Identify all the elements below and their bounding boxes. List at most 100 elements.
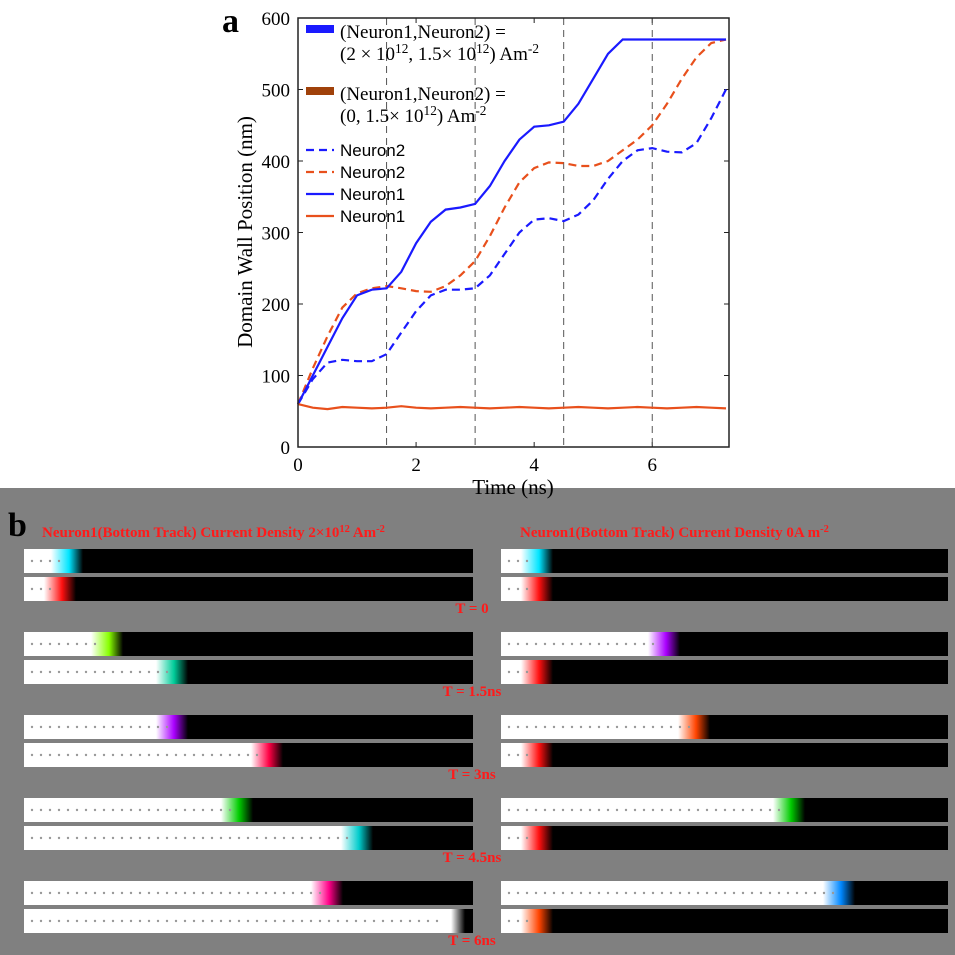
text-segment: (2 × 10: [340, 44, 395, 65]
spin-arrow: [633, 642, 637, 646]
panel-label: a: [222, 3, 239, 40]
spin-arrow: [174, 836, 178, 840]
spin-arrow: [165, 836, 169, 840]
spin-arrow: [120, 670, 124, 674]
time-label: T = 4.5ns: [443, 850, 502, 866]
spin-arrow: [129, 808, 133, 812]
spin-arrow: [93, 725, 97, 729]
text-segment: (0, 1.5× 10: [340, 106, 424, 127]
text-segment: (Neuron1,Neuron2) =: [340, 84, 506, 105]
spin-arrow: [741, 808, 745, 812]
spin-arrow: [507, 919, 511, 923]
spin-arrow: [516, 836, 520, 840]
spin-arrow: [660, 725, 664, 729]
spin-arrow: [138, 753, 142, 757]
spin-arrow: [75, 891, 79, 895]
spin-arrow: [30, 808, 34, 812]
y-tick-label: 500: [262, 81, 291, 102]
legend-label: Neuron2: [340, 141, 405, 160]
spin-arrow: [570, 725, 574, 729]
spin-arrow: [48, 808, 52, 812]
spin-arrow: [183, 753, 187, 757]
spin-arrow: [57, 642, 61, 646]
spin-arrow: [597, 808, 601, 812]
spin-arrow: [156, 891, 160, 895]
spin-arrow: [183, 808, 187, 812]
track-image: [501, 549, 948, 573]
legend-label: Neuron1: [340, 207, 405, 226]
spin-arrow: [534, 891, 538, 895]
spin-arrow: [66, 753, 70, 757]
spin-arrow: [201, 808, 205, 812]
spin-arrow: [39, 891, 43, 895]
spin-arrow: [93, 891, 97, 895]
spin-arrow: [201, 753, 205, 757]
spin-arrow: [687, 891, 691, 895]
spin-arrow: [102, 891, 106, 895]
spin-arrow: [228, 808, 232, 812]
spin-arrow: [192, 891, 196, 895]
spin-arrow: [264, 836, 268, 840]
legend-swatch: [306, 25, 334, 33]
spin-arrow: [93, 753, 97, 757]
spin-arrow: [129, 836, 133, 840]
spin-arrow: [750, 891, 754, 895]
spin-arrow: [39, 836, 43, 840]
spin-arrow: [57, 725, 61, 729]
spin-arrow: [111, 919, 115, 923]
spin-arrow: [660, 891, 664, 895]
spin-arrow: [525, 891, 529, 895]
spin-arrow: [156, 919, 160, 923]
legend-label: (2 × 1012, 1.5× 1012) Am-2: [340, 41, 539, 66]
spin-arrow: [147, 919, 151, 923]
spin-arrow: [84, 670, 88, 674]
spin-arrow: [174, 919, 178, 923]
spin-arrow: [273, 836, 277, 840]
spin-arrow: [507, 587, 511, 591]
spin-arrow: [30, 642, 34, 646]
text-segment: ) Am: [437, 106, 476, 127]
spin-arrow: [435, 919, 439, 923]
track-image: [24, 715, 473, 739]
spin-arrow: [768, 891, 772, 895]
spin-arrow: [237, 891, 241, 895]
spin-arrow: [831, 891, 835, 895]
spin-arrow: [741, 891, 745, 895]
spin-arrow: [543, 725, 547, 729]
spin-arrow: [165, 808, 169, 812]
superscript: 12: [476, 41, 489, 56]
spin-arrow: [129, 919, 133, 923]
y-tick-label: 600: [262, 9, 291, 30]
y-tick-label: 400: [262, 152, 291, 173]
spin-arrow: [678, 891, 682, 895]
spin-arrow: [111, 753, 115, 757]
spin-arrow: [147, 725, 151, 729]
spin-arrow: [525, 670, 529, 674]
spin-arrow: [750, 808, 754, 812]
spin-arrow: [165, 753, 169, 757]
y-tick-label: 0: [281, 438, 291, 459]
superscript: -2: [820, 524, 829, 535]
spin-arrow: [48, 753, 52, 757]
spin-arrow: [543, 642, 547, 646]
spin-arrow: [30, 559, 34, 563]
spin-arrow: [273, 891, 277, 895]
x-axis-label: Time (ns): [472, 475, 554, 499]
spin-arrow: [732, 808, 736, 812]
series-line: [296, 38, 727, 405]
spin-arrow: [696, 891, 700, 895]
spin-arrow: [525, 836, 529, 840]
spin-arrow: [642, 891, 646, 895]
series-line: [297, 88, 727, 405]
spin-arrow: [633, 725, 637, 729]
spin-arrow: [156, 836, 160, 840]
spin-arrow: [30, 836, 34, 840]
spin-arrow: [66, 808, 70, 812]
spin-arrow: [300, 919, 304, 923]
spin-arrow: [57, 753, 61, 757]
spin-arrow: [327, 836, 331, 840]
spin-arrow: [111, 670, 115, 674]
spin-arrow: [228, 891, 232, 895]
spin-arrow: [300, 891, 304, 895]
spin-arrow: [606, 808, 610, 812]
